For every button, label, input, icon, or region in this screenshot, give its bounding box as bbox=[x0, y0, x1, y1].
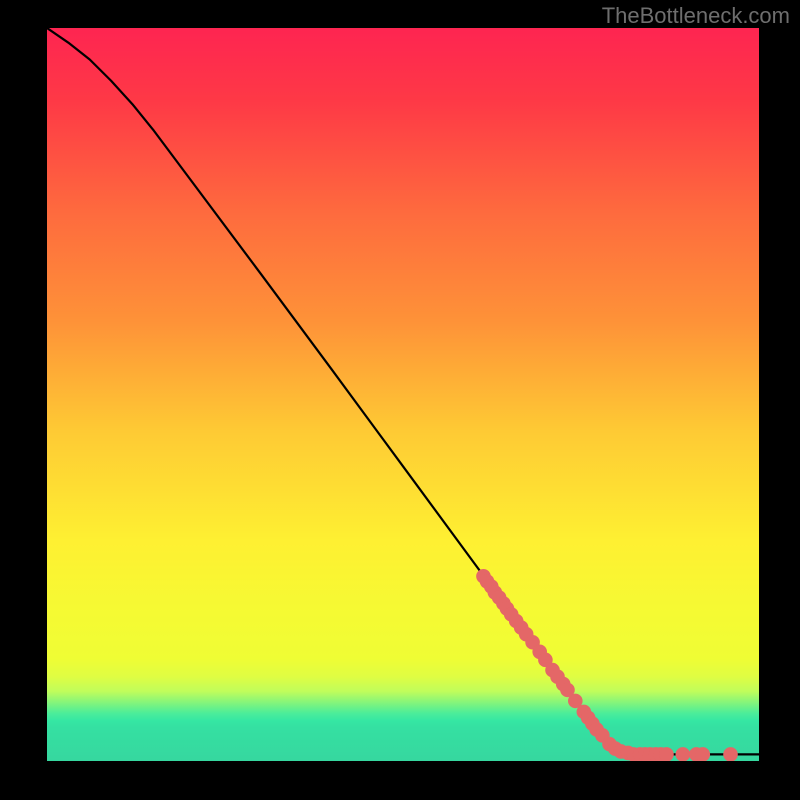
plot-area bbox=[47, 28, 759, 761]
scatter-point bbox=[676, 747, 691, 761]
scatter-point bbox=[723, 747, 738, 761]
attribution-text: TheBottleneck.com bbox=[602, 3, 790, 29]
curve-line bbox=[47, 28, 759, 754]
scatter-group bbox=[476, 569, 738, 761]
chart-svg bbox=[47, 28, 759, 761]
chart-frame: TheBottleneck.com bbox=[0, 0, 800, 800]
